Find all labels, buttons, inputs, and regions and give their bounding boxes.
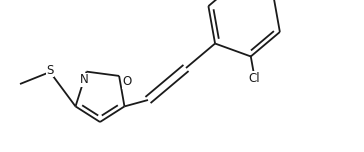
Text: Cl: Cl bbox=[249, 72, 261, 85]
Text: N: N bbox=[80, 73, 89, 86]
Text: S: S bbox=[46, 64, 54, 76]
Text: O: O bbox=[122, 75, 132, 88]
